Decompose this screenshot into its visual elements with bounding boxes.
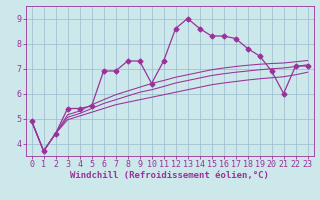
X-axis label: Windchill (Refroidissement éolien,°C): Windchill (Refroidissement éolien,°C)	[70, 171, 269, 180]
